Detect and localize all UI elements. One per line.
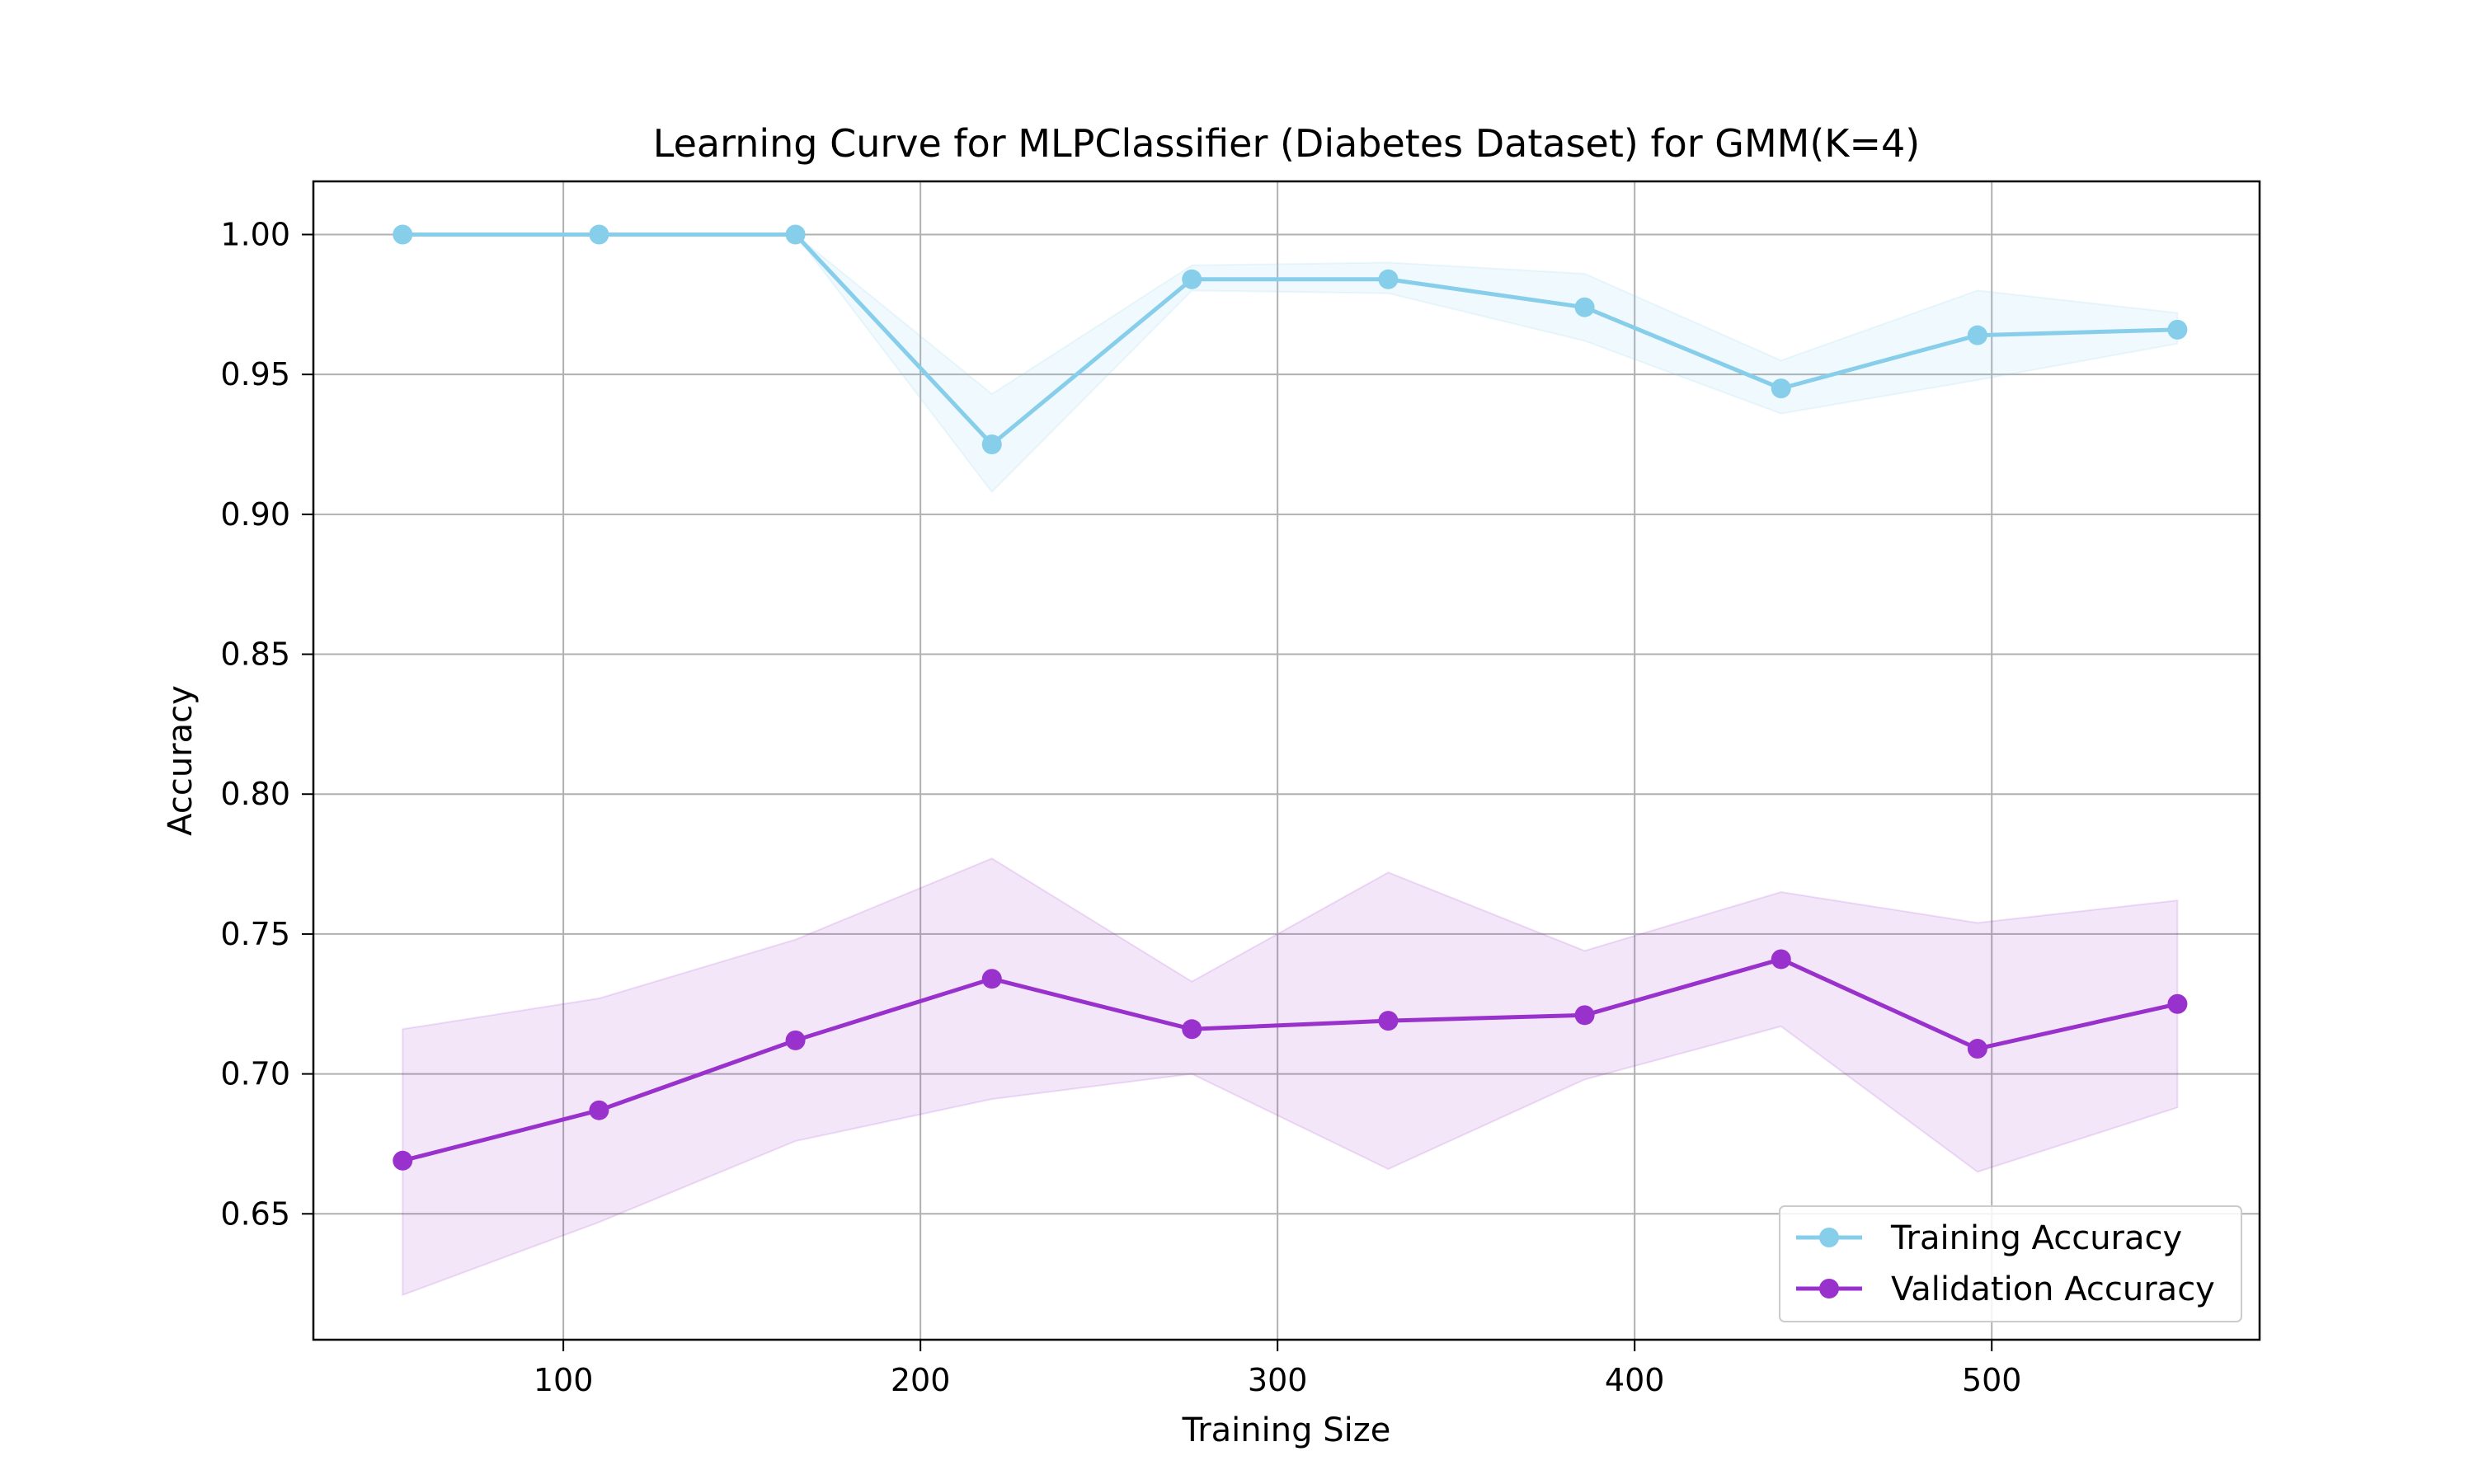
training-accuracy-point xyxy=(589,224,609,245)
y-tick-label: 0.75 xyxy=(220,916,290,952)
validation-accuracy-point xyxy=(1378,1011,1399,1031)
validation-accuracy-point xyxy=(589,1100,609,1120)
x-tick-label: 500 xyxy=(1962,1362,2022,1398)
training-accuracy-point xyxy=(1182,269,1202,289)
axis-ticks: 100 200 300 400 500 0.65 0.70 0.75 0.80 0.85 0.90 0… xyxy=(220,216,2021,1398)
series-points xyxy=(393,224,2188,1171)
training-accuracy-point xyxy=(981,434,1002,455)
series-lines xyxy=(402,232,2178,1163)
validation-accuracy-point xyxy=(981,969,1002,989)
y-tick-label: 0.90 xyxy=(220,496,290,533)
y-tick-label: 0.95 xyxy=(220,356,290,392)
validation-accuracy-point xyxy=(1771,949,1791,970)
validation-accuracy-point xyxy=(785,1030,806,1050)
x-tick-label: 100 xyxy=(534,1362,594,1398)
training-accuracy-point xyxy=(1378,269,1399,289)
y-tick-label: 0.70 xyxy=(220,1056,290,1092)
validation-accuracy-point xyxy=(393,1150,413,1171)
grid xyxy=(313,181,2260,1340)
training-accuracy-point xyxy=(1967,325,1987,345)
y-tick-label: 1.00 xyxy=(220,216,290,252)
x-tick-label: 400 xyxy=(1605,1362,1665,1398)
y-tick-label: 0.65 xyxy=(220,1195,290,1232)
validation-accuracy-point xyxy=(2167,993,2188,1014)
y-tick-label: 0.85 xyxy=(220,636,290,673)
y-tick-label: 0.80 xyxy=(220,776,290,812)
training-accuracy-point xyxy=(785,224,806,245)
x-axis-label: Training Size xyxy=(1182,1411,1391,1449)
x-tick-label: 200 xyxy=(891,1362,951,1398)
y-axis-label: Accuracy xyxy=(162,685,200,836)
validation-accuracy-point xyxy=(1574,1005,1595,1026)
training-accuracy-point xyxy=(1574,297,1595,317)
training-accuracy-point xyxy=(2167,319,2188,340)
x-tick-label: 300 xyxy=(1248,1362,1308,1398)
legend-training-accuracy-swatch-marker xyxy=(1819,1228,1839,1247)
plot-area-frame xyxy=(312,180,2261,1341)
legend-box xyxy=(1779,1205,2242,1322)
validation-accuracy-point xyxy=(1182,1019,1202,1040)
legend: Training Accuracy Validation Accuracy xyxy=(1779,1205,2242,1322)
training-accuracy-line xyxy=(402,232,2178,447)
legend-validation-accuracy-swatch-marker xyxy=(1819,1279,1839,1298)
chart-title: Learning Curve for MLPClassifier (Diabet… xyxy=(653,121,1920,166)
training-accuracy-point xyxy=(1771,378,1791,399)
legend-validation-accuracy-label: Validation Accuracy xyxy=(1891,1270,2215,1308)
validation-accuracy-point xyxy=(1967,1039,1987,1059)
validation-accuracy-band xyxy=(402,857,2179,1297)
training-accuracy-point xyxy=(393,224,413,245)
legend-training-accuracy-label: Training Accuracy xyxy=(1890,1219,2182,1257)
validation-accuracy-line xyxy=(402,956,2178,1163)
